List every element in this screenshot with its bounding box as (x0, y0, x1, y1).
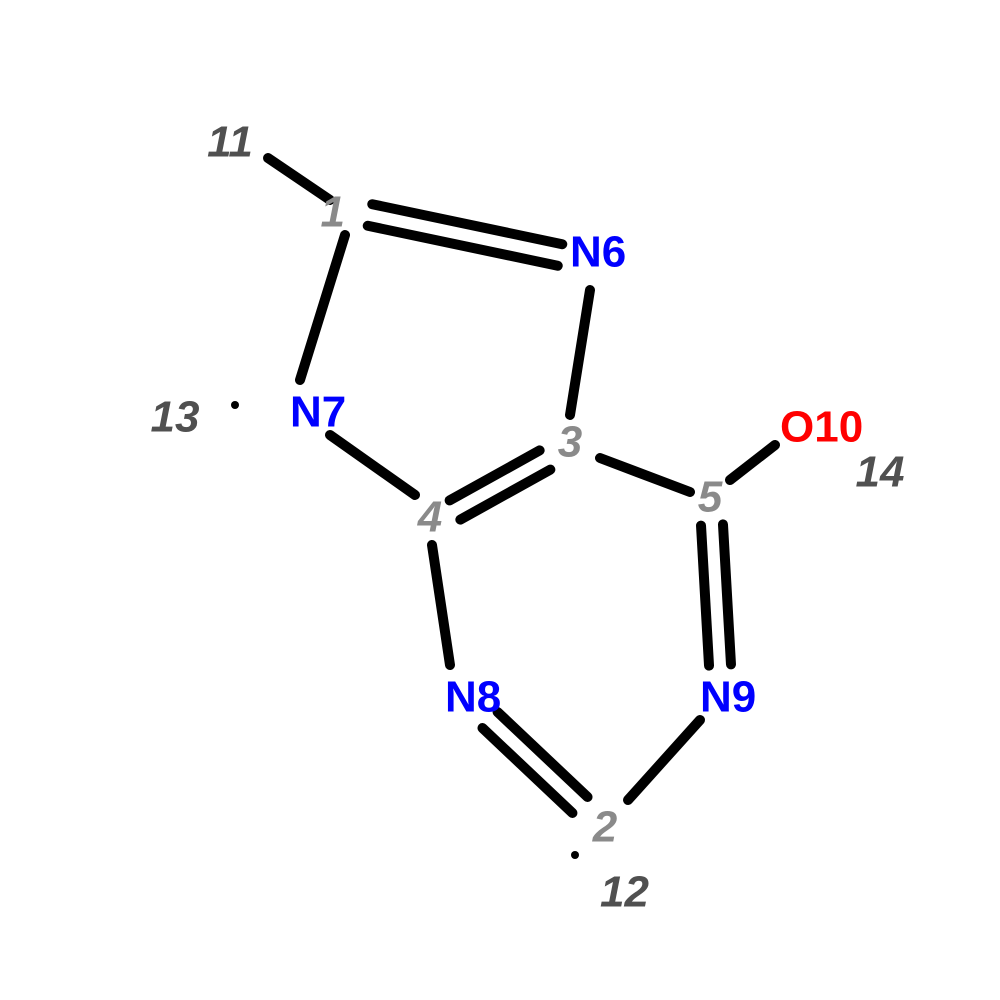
atom-N9: N9 (700, 673, 756, 722)
atom-H12: 12 (600, 868, 649, 917)
atom-C2: 2 (592, 803, 618, 852)
atom-N6: N6 (570, 228, 626, 277)
atom-C1: 1 (321, 188, 345, 237)
atom-N7: N7 (290, 388, 346, 437)
radical-dot (571, 851, 579, 859)
molecule-diagram: 12345N6N7N8N9O1011121314 (0, 0, 1000, 1000)
atom-C5: 5 (698, 473, 723, 522)
atom-C4: 4 (417, 493, 442, 542)
atom-H11: 11 (207, 118, 253, 167)
atom-O10: O10 (780, 403, 863, 452)
atom-H13: 13 (151, 393, 200, 442)
atom-H14: 14 (856, 448, 905, 497)
dots-layer (231, 401, 579, 859)
atom-N8: N8 (445, 673, 501, 722)
atom-C3: 3 (558, 418, 582, 467)
radical-dot (231, 401, 239, 409)
